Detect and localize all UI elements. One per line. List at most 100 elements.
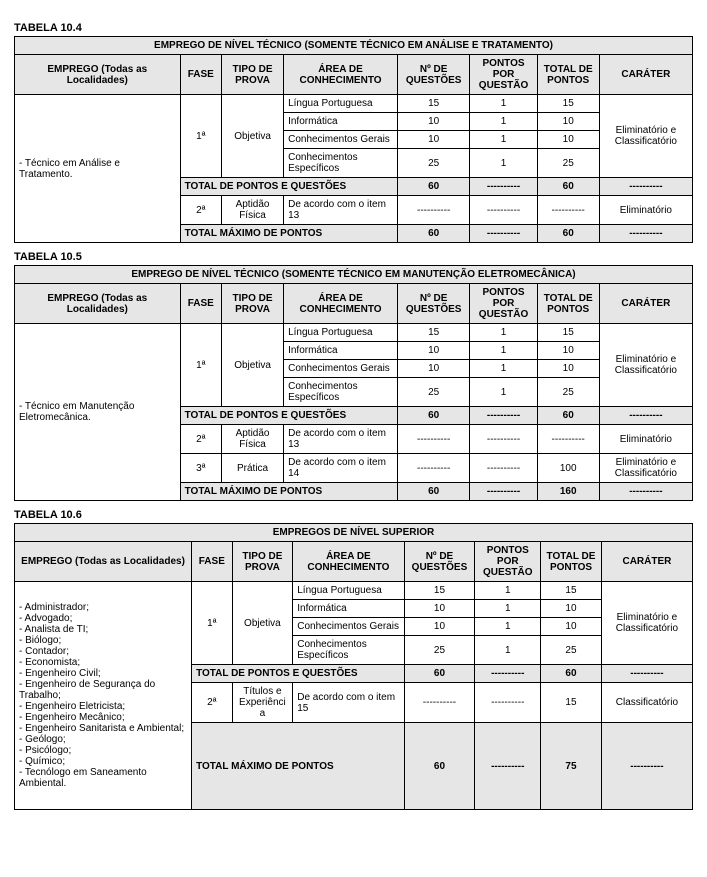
- tp-inf: 10: [537, 342, 599, 360]
- fase1: 1ª: [180, 95, 221, 178]
- total-pq-tp: 60: [541, 665, 602, 683]
- fase2: 2ª: [180, 196, 221, 225]
- dash: ----------: [475, 683, 541, 723]
- nq-ce: 25: [397, 149, 469, 178]
- hdr-ppq: PONTOS POR QUESTÃO: [475, 542, 541, 582]
- dash: ----------: [601, 665, 692, 683]
- tipo-titulos: Títulos e Experiência: [232, 683, 293, 723]
- nq-inf: 10: [404, 600, 475, 618]
- table-104: EMPREGO DE NÍVEL TÉCNICO (SOMENTE TÉCNIC…: [14, 36, 693, 243]
- hdr-tp: TOTAL DE PONTOS: [541, 542, 602, 582]
- hdr-car: CARÁTER: [601, 542, 692, 582]
- tipo-objetiva: Objetiva: [222, 324, 284, 407]
- hdr-nq: Nº DE QUESTÕES: [397, 284, 469, 324]
- total-pq-label: TOTAL DE PONTOS E QUESTÕES: [192, 665, 404, 683]
- hdr-fase: FASE: [192, 542, 232, 582]
- total-max-nq: 60: [404, 723, 475, 810]
- emprego-104: - Técnico em Análise e Tratamento.: [15, 95, 181, 243]
- hdr-emprego: EMPREGO (Todas as Localidades): [15, 542, 192, 582]
- dash: ----------: [601, 723, 692, 810]
- table-105: EMPREGO DE NÍVEL TÉCNICO (SOMENTE TÉCNIC…: [14, 265, 693, 501]
- ppq-lp: 1: [475, 582, 541, 600]
- hdr-emprego: EMPREGO (Todas as Localidades): [15, 55, 181, 95]
- area-ce: Conhecimentos Específicos: [293, 636, 404, 665]
- dash: ----------: [470, 178, 537, 196]
- tipo-aptidao: Aptidão Física: [222, 196, 284, 225]
- fase1: 1ª: [180, 324, 221, 407]
- area-inf: Informática: [293, 600, 404, 618]
- total-pq-nq: 60: [397, 178, 469, 196]
- nq-lp: 15: [397, 95, 469, 113]
- carater-elim-class: Eliminatório e Classificatório: [599, 95, 692, 178]
- tp-lp: 15: [537, 95, 599, 113]
- fase3: 3ª: [180, 454, 221, 483]
- ppq-inf: 1: [475, 600, 541, 618]
- fase2: 2ª: [180, 425, 221, 454]
- dash: ----------: [470, 425, 537, 454]
- table-label-105: TABELA 10.5: [14, 251, 693, 263]
- area-ce: Conhecimentos Específicos: [284, 149, 398, 178]
- tipo-objetiva: Objetiva: [232, 582, 293, 665]
- item13: De acordo com o item 13: [284, 196, 398, 225]
- ppq-ce: 1: [475, 636, 541, 665]
- dash: ----------: [599, 225, 692, 243]
- total-pq-tp: 60: [537, 178, 599, 196]
- area-lp: Língua Portuguesa: [284, 95, 398, 113]
- area-inf: Informática: [284, 342, 398, 360]
- nq-cg: 10: [397, 360, 469, 378]
- ppq-inf: 1: [470, 113, 537, 131]
- emprego-105: - Técnico em Manutenção Eletromecânica.: [15, 324, 181, 501]
- total-pq-nq: 60: [397, 407, 469, 425]
- hdr-area: ÁREA DE CONHECIMENTO: [284, 284, 398, 324]
- area-inf: Informática: [284, 113, 398, 131]
- ppq-cg: 1: [470, 131, 537, 149]
- tp-cg: 10: [537, 360, 599, 378]
- total-max-tp: 160: [537, 483, 599, 501]
- dash: ----------: [599, 483, 692, 501]
- fase1: 1ª: [192, 582, 232, 665]
- tp-lp: 15: [541, 582, 602, 600]
- carater-elim-class: Eliminatório e Classificatório: [601, 582, 692, 665]
- dash: ----------: [470, 225, 537, 243]
- nq-ce: 25: [404, 636, 475, 665]
- tipo-aptidao: Aptidão Física: [222, 425, 284, 454]
- dash: ----------: [397, 425, 469, 454]
- ppq-cg: 1: [475, 618, 541, 636]
- hdr-tipo: TIPO DE PROVA: [232, 542, 293, 582]
- area-lp: Língua Portuguesa: [293, 582, 404, 600]
- hdr-area: ÁREA DE CONHECIMENTO: [284, 55, 398, 95]
- hdr-car: CARÁTER: [599, 284, 692, 324]
- item15: De acordo com o item 15: [293, 683, 404, 723]
- ppq-ce: 1: [470, 149, 537, 178]
- tp-cg: 10: [541, 618, 602, 636]
- pratica-tp: 100: [537, 454, 599, 483]
- emprego-106: - Administrador; - Advogado; - Analista …: [15, 582, 192, 810]
- tp-cg: 10: [537, 131, 599, 149]
- total-pq-label: TOTAL DE PONTOS E QUESTÕES: [180, 407, 397, 425]
- table-label-104: TABELA 10.4: [14, 22, 693, 34]
- total-max-label: TOTAL MÁXIMO DE PONTOS: [180, 483, 397, 501]
- table-title-106: EMPREGOS DE NÍVEL SUPERIOR: [15, 524, 693, 542]
- total-max-tp: 60: [537, 225, 599, 243]
- ppq-lp: 1: [470, 95, 537, 113]
- carater-elim-class: Eliminatório e Classificatório: [599, 324, 692, 407]
- total-max-nq: 60: [397, 483, 469, 501]
- dash: ----------: [537, 425, 599, 454]
- total-max-label: TOTAL MÁXIMO DE PONTOS: [180, 225, 397, 243]
- dash: ----------: [599, 407, 692, 425]
- item14: De acordo com o item 14: [284, 454, 398, 483]
- tp-inf: 10: [541, 600, 602, 618]
- nq-inf: 10: [397, 113, 469, 131]
- dash: ----------: [475, 665, 541, 683]
- dash: ----------: [470, 196, 537, 225]
- hdr-car: CARÁTER: [599, 55, 692, 95]
- ppq-lp: 1: [470, 324, 537, 342]
- dash: ----------: [475, 723, 541, 810]
- total-pq-tp: 60: [537, 407, 599, 425]
- total-pq-nq: 60: [404, 665, 475, 683]
- item13: De acordo com o item 13: [284, 425, 398, 454]
- area-ce: Conhecimentos Específicos: [284, 378, 398, 407]
- tp-ce: 25: [537, 378, 599, 407]
- dash: ----------: [470, 407, 537, 425]
- hdr-tp: TOTAL DE PONTOS: [537, 284, 599, 324]
